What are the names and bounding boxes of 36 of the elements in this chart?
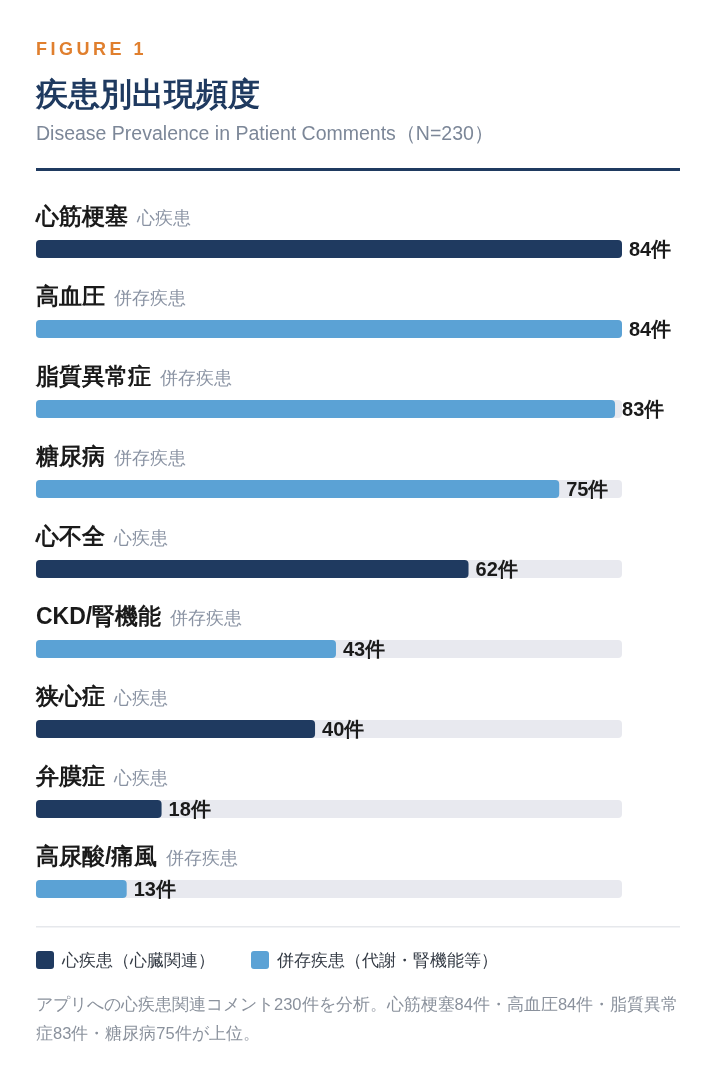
y-tick-label: 糖尿病 — [35, 443, 105, 469]
data-label: 40件 — [322, 718, 365, 740]
annotation: 併存疾患 — [165, 848, 239, 868]
annotation: 心疾患 — [113, 768, 168, 788]
chart-title: 疾患別出現頻度 — [35, 76, 260, 112]
annotation: 心疾患 — [113, 528, 168, 548]
data-label: 84件 — [629, 318, 672, 340]
y-tick-label: CKD/腎機能 — [36, 603, 162, 629]
annotation: 併存疾患 — [159, 368, 232, 388]
chart-subtitle: Disease Prevalence in Patient Comments（N=230） — [36, 122, 494, 144]
y-tick-label: 狭心症 — [35, 683, 105, 709]
annotation: 併存疾患 — [113, 448, 186, 468]
data-label: 43件 — [342, 638, 386, 660]
data-label: 84件 — [629, 238, 672, 260]
data-label: 13件 — [133, 878, 176, 900]
legend-label: 心疾患（心臓関連） — [61, 950, 215, 970]
text: アプリへの心疾患関連コメント230件を分析。心筋梗塞84件・高血圧84件・脂質異常症83件・糖尿病75件が上位。 — [36, 994, 680, 1044]
legend-label: 併存疾患（代謝・腎機能等） — [276, 950, 498, 970]
y-tick-label: 高尿酸/痛風 — [36, 843, 158, 869]
data-label: 75件 — [566, 478, 609, 500]
y-tick-label: 弁膜症 — [35, 763, 105, 789]
y-tick-label: 心筋梗塞 — [35, 203, 128, 229]
caption: FIGURE 1 — [36, 39, 148, 59]
annotation: 併存疾患 — [113, 288, 186, 308]
y-tick-label: 高血圧 — [36, 283, 105, 309]
data-label: 62件 — [475, 558, 518, 580]
y-tick-label: 心不全 — [35, 523, 106, 549]
annotation: 併存疾患 — [169, 608, 243, 628]
data-label: 18件 — [168, 798, 211, 820]
y-tick-label: 脂質異常症 — [35, 363, 151, 389]
annotation: 心疾患 — [113, 688, 168, 708]
bar — [36, 800, 162, 818]
annotation: 心疾患 — [136, 208, 191, 228]
bar — [36, 880, 127, 898]
data-label: 83件 — [622, 398, 665, 420]
bar — [36, 400, 616, 418]
